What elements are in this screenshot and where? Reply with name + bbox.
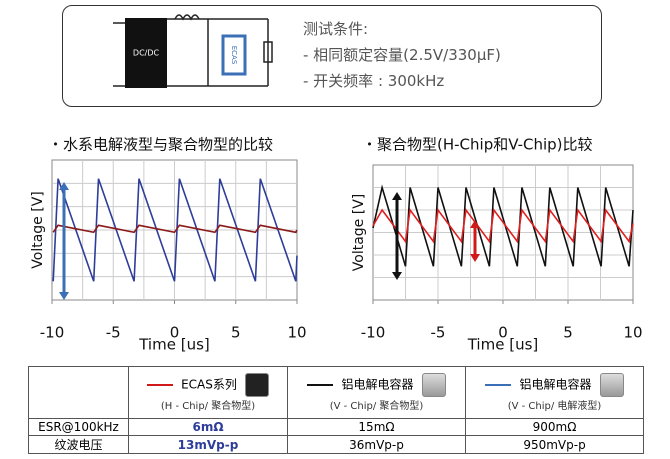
- col-sub: (V - Chip/ 电解液型): [507, 401, 602, 412]
- row-label: 纹波电压: [28, 435, 129, 454]
- x-tick-label: 0: [170, 324, 180, 342]
- col-sub: (V - Chip/ 聚合物型): [329, 401, 424, 412]
- x-tick-label: -10: [361, 324, 386, 342]
- x-tick-label: 5: [563, 324, 573, 342]
- cap-label: ECAS: [230, 46, 238, 65]
- cell: 6mΩ: [128, 418, 288, 436]
- chart-title: ・水系电解液型与聚合物型的比较: [48, 136, 273, 154]
- converter-box: [125, 18, 167, 88]
- corner: [28, 366, 129, 419]
- icon: [599, 373, 624, 397]
- x-tick-label: -5: [106, 324, 121, 342]
- cell: 15mΩ: [287, 418, 466, 436]
- condition: - 开关频率 : 300kHz: [303, 72, 445, 90]
- y-axis-label: Voltage [V]: [351, 194, 367, 271]
- chart-title: ・聚合物型(H-Chip和V-Chip)比较: [362, 136, 593, 154]
- x-tick-label: -5: [431, 324, 446, 342]
- conditions-box: DC/DC ECAS 测试条件: - 相同额定容量(2.5V/330μF) - …: [62, 5, 602, 107]
- cell: 900mΩ: [465, 418, 644, 436]
- row-label: ESR@100kHz: [28, 418, 129, 436]
- x-tick-label: 0: [498, 324, 508, 342]
- legend-swatch: [307, 384, 334, 386]
- icon: [421, 373, 446, 397]
- x-axis-label: Time [us]: [467, 336, 539, 354]
- converter-label: DC/DC: [133, 49, 160, 58]
- col-sub: (H - Chip/ 聚合物型): [160, 401, 256, 412]
- cell: 36mVp-p: [287, 435, 466, 454]
- col-name: 铝电解电容器: [341, 377, 414, 392]
- cell: 13mVp-p: [128, 435, 288, 454]
- col-header: 铝电解电容器 (V - Chip/ 聚合物型): [287, 366, 466, 419]
- x-tick-label: 5: [231, 324, 241, 342]
- y-axis-label: Voltage [V]: [30, 191, 46, 268]
- charts: ・水系电解液型与聚合物型的比较 -10 -5 0 5 10 Time [us] Voltage…: [30, 136, 643, 354]
- col-header: 铝电解电容器 (V - Chip/ 电解液型): [465, 366, 644, 419]
- col-header: ECAS系列 (H - Chip/ 聚合物型): [128, 366, 288, 419]
- icon: [244, 373, 269, 397]
- x-tick-label: 10: [623, 324, 642, 342]
- col-name: ECAS系列: [181, 377, 237, 392]
- conditions: 测试条件: - 相同额定容量(2.5V/330μF) - 开关频率 : 300k…: [303, 16, 501, 94]
- circuit: DC/DC ECAS: [113, 14, 273, 88]
- series-line: [52, 224, 298, 234]
- legend-swatch: [147, 384, 174, 386]
- series-line: [372, 207, 634, 244]
- cell: 950mVp-p: [465, 435, 644, 454]
- col-name: 铝电解电容器: [519, 377, 592, 392]
- conditions-title: 测试条件:: [303, 20, 369, 38]
- x-tick-label: 10: [287, 324, 306, 342]
- x-axis-label: Time [us]: [138, 336, 210, 354]
- legend-swatch: [485, 384, 512, 386]
- x-tick-label: -10: [40, 324, 65, 342]
- table: ECAS系列 (H - Chip/ 聚合物型) 铝电解电容器 (V - Chip/ …: [28, 366, 644, 454]
- condition: - 相同额定容量(2.5V/330μF): [303, 46, 501, 64]
